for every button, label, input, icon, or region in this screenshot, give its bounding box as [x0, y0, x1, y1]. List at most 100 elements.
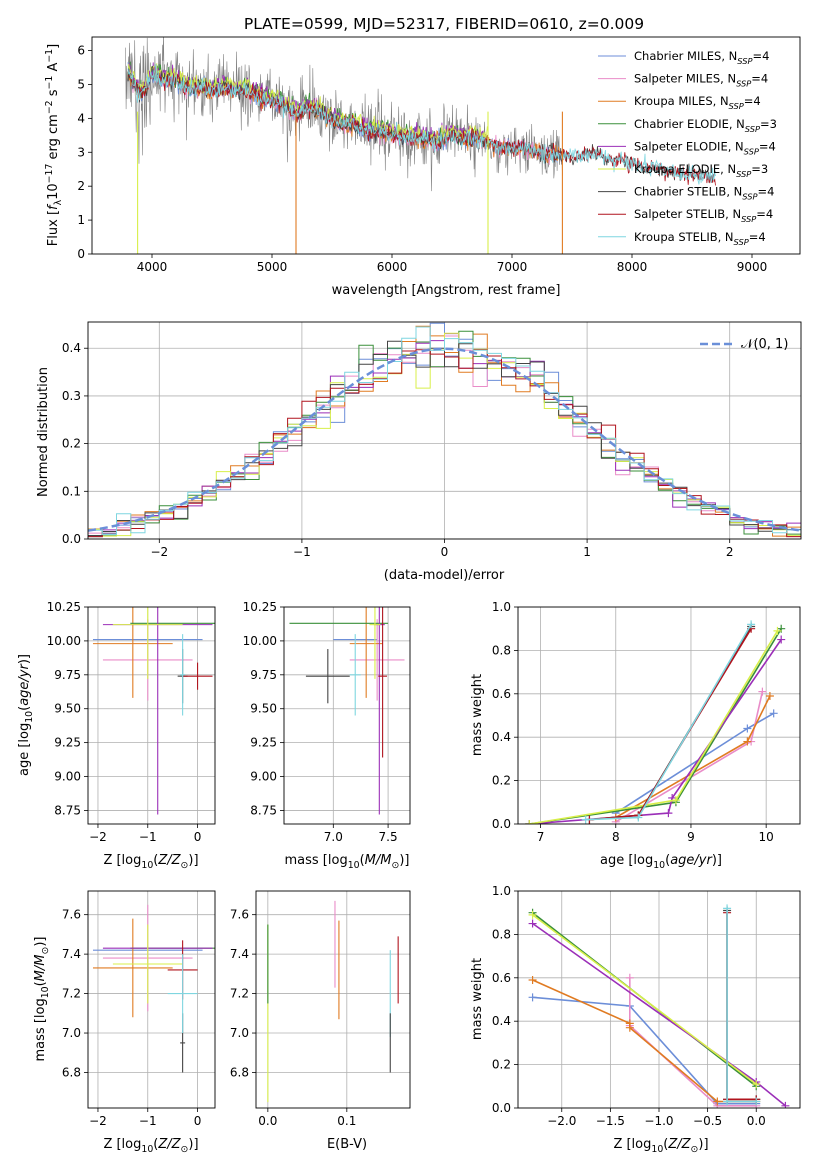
x-tick-label: −2.0 [547, 1114, 576, 1128]
x-tick-label: 0.1 [337, 1114, 356, 1128]
weight-marker [769, 709, 778, 718]
y-axis-label: mass [log10(M/M⊙)] [33, 937, 51, 1062]
y-tick-label: 9.00 [54, 770, 81, 784]
x-tick-label: 7.0 [324, 830, 343, 844]
axes-mass_vs_EBV: 0.0 0.1 6.8 7.0 7.2 7.4 7.6 E(B-V) [230, 890, 411, 1152]
y-tick-label: 4 [77, 111, 85, 125]
y-axis-label: age [log10(age/yr)] [17, 654, 35, 776]
y-tick-label: 2 [77, 179, 85, 193]
weight-line [532, 979, 757, 1103]
y-tick-label: 8.75 [54, 803, 81, 817]
axes-residuals: −2 −1 0 1 2 0.0 0.1 0.2 0.3 0.4 𝒩(0, 1) (data-model… [36, 321, 802, 583]
axes-age_vs_Z: −2 −1 0 8.75 9.00 9.25 9.50 9.75 10.00 10.25 Z [lo… [17, 600, 216, 871]
weight-marker [743, 737, 752, 746]
weight-marker [664, 809, 673, 818]
weight-marker [625, 1023, 634, 1032]
axes-age_vs_mass: 7.0 7.5 8.75 9.00 9.25 9.50 9.75 10.00 10.25 mass… [243, 600, 411, 871]
weight-marker [671, 796, 680, 805]
x-tick-label: −1.5 [596, 1114, 625, 1128]
y-tick-label: 0.0 [492, 817, 511, 831]
weight-marker [781, 1101, 790, 1108]
axes-mass_vs_Z: −2 −1 0 6.8 7.0 7.2 7.4 7.6 Z [log10(Z/Z⊙)] mass … [33, 890, 216, 1155]
plot-area [88, 891, 215, 1108]
weight-marker [634, 813, 643, 822]
axes-frame [87, 890, 216, 1109]
weight-line [628, 977, 757, 1107]
legend-entry: Salpeter STELIB, NSSP=4 [634, 207, 773, 224]
axes-weight_vs_age: 7 8 9 10 0.0 0.2 0.4 0.6 0.8 1.0 age [log10(age/yr… [470, 600, 801, 871]
x-axis-label: age [log10(age/yr)] [600, 853, 722, 871]
y-tick-label: 9.25 [54, 736, 81, 750]
x-tick-label: 2 [726, 545, 734, 559]
legend-entry: Salpeter ELODIE, NSSP=4 [634, 139, 776, 156]
model-spectrum-kroupa-stelib [127, 63, 716, 185]
weight-marker [747, 620, 756, 629]
plot-area [88, 607, 215, 824]
weight-marker [625, 973, 634, 982]
x-tick-label: 9000 [737, 260, 768, 274]
weight-marker [723, 1097, 732, 1106]
y-tick-label: 10.00 [47, 634, 81, 648]
weight-marker [528, 975, 537, 984]
plot-area [518, 891, 800, 1108]
x-axis-label: wavelength [Angstrom, rest frame] [332, 283, 561, 298]
y-tick-label: 6.8 [230, 1065, 249, 1079]
axes-frame [283, 606, 411, 825]
x-tick-label: 7.5 [379, 830, 398, 844]
y-tick-label: 9.75 [54, 668, 81, 682]
y-tick-label: 7.0 [230, 1026, 249, 1040]
y-tick-label: 7.4 [230, 947, 249, 961]
axes-spectrum: 4000 5000 6000 7000 8000 9000 0 1 2 3 4 5 6 Chabrier … [44, 36, 801, 298]
y-tick-label: 0.2 [62, 437, 81, 451]
x-tick-label: 7000 [497, 260, 528, 274]
x-tick-label: −1 [139, 830, 157, 844]
x-tick-label: 4000 [137, 260, 168, 274]
y-axis-label: mass weight [470, 958, 485, 1040]
y-tick-label: 0.4 [492, 1014, 511, 1028]
weight-marker [752, 1097, 761, 1106]
x-tick-label: 5000 [257, 260, 288, 274]
legend-entry: Salpeter MILES, NSSP=4 [634, 72, 768, 89]
weight-marker [723, 904, 732, 913]
y-tick-label: 0.1 [62, 484, 81, 498]
y-tick-label: 9.50 [54, 702, 81, 716]
legend-entry: Kroupa ELODIE, NSSP=3 [634, 162, 768, 179]
x-axis-label: E(B-V) [327, 1137, 367, 1152]
y-tick-label: 0.8 [492, 643, 511, 657]
x-tick-label: 1 [583, 545, 591, 559]
x-tick-label: 0 [194, 1114, 202, 1128]
y-tick-label: 7.6 [230, 908, 249, 922]
y-tick-label: 0.0 [62, 532, 81, 546]
axes-weight_vs_Z: −2.0 −1.5 −1.0 −0.5 0.0 0.0 0.2 0.4 0.6 0.8 1.0 Z [… [470, 884, 801, 1155]
axes-frame [87, 321, 802, 540]
x-tick-label: −1.0 [644, 1114, 673, 1128]
weight-marker [713, 1097, 722, 1106]
weight-marker [525, 820, 534, 824]
x-tick-label: 7 [537, 830, 545, 844]
y-axis-label: Normed distribution [36, 367, 51, 497]
y-tick-label: 10.25 [47, 600, 81, 614]
weight-marker [777, 624, 786, 633]
x-tick-label: −1 [293, 545, 311, 559]
weight-marker [758, 687, 767, 696]
x-axis-label: Z [log10(Z/Z⊙)] [103, 853, 198, 871]
weight-marker [528, 919, 537, 928]
y-tick-label: 9.00 [250, 770, 277, 784]
y-tick-label: 3 [77, 145, 85, 159]
legend-entry: Chabrier ELODIE, NSSP=3 [634, 117, 777, 134]
legend-spectrum: Chabrier MILES, NSSP=4 Salpeter MILES, NS… [598, 49, 777, 247]
x-tick-label: −0.5 [693, 1114, 722, 1128]
x-tick-label: 6000 [377, 260, 408, 274]
x-tick-label: 9 [687, 830, 695, 844]
legend-entry: Kroupa MILES, NSSP=4 [634, 94, 761, 111]
y-tick-label: 0.6 [492, 971, 511, 985]
y-tick-label: 8.75 [250, 803, 277, 817]
y-axis-label: Flux [fλ10−17 erg cm−2 s−1 A−1] [44, 44, 64, 246]
x-tick-label: 10 [759, 830, 774, 844]
x-tick-label: −2 [150, 545, 168, 559]
x-tick-label: −1 [139, 1114, 157, 1128]
weight-marker [743, 724, 752, 733]
legend-entry: Chabrier STELIB, NSSP=4 [634, 185, 774, 202]
y-tick-label: 0.4 [62, 341, 81, 355]
